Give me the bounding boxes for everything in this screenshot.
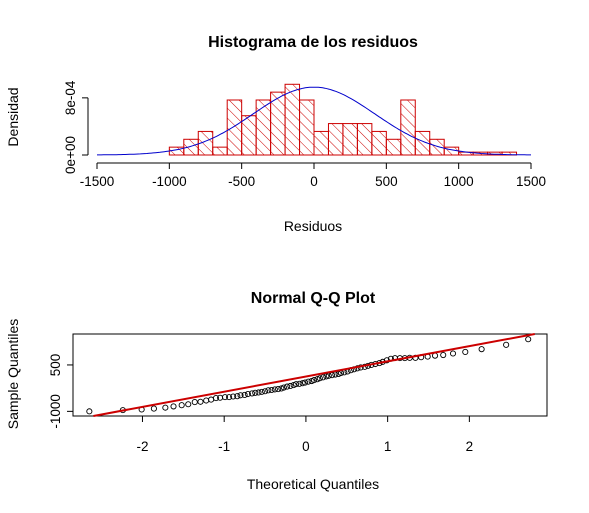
qq-point [262,388,269,395]
x-tick-label: -1000 [152,174,187,189]
qq-xlabel: Theoretical Quantiles [247,476,379,492]
qq-point [162,404,169,411]
qq-point [170,403,177,410]
histogram-bar [255,99,272,156]
qq-point [305,378,312,385]
qq-point [296,380,303,387]
histogram-ylabel: Densidad [5,87,21,146]
x-tick-label: -1500 [80,174,115,189]
histogram-bar [313,130,329,156]
histogram-xlabel: Residuos [284,218,342,234]
histogram-panel: Histograma de los residuos Densidad Resi… [5,34,546,234]
qq-point [86,408,93,415]
qq-point [178,402,185,409]
histogram-y-axis: 0e+00 8e-04 [63,80,89,174]
y-tick-label: -1000 [48,394,63,429]
qq-point [478,346,485,353]
qq-y-axis: -1000 500 [48,354,73,429]
x-tick-label: -500 [228,174,255,189]
qq-point [234,393,241,400]
qq-panel: Normal Q-Q Plot Sample Quantiles Theoret… [5,290,548,492]
qq-reference-line [93,333,535,417]
histogram-bar [342,123,358,156]
qq-point [275,386,282,393]
x-tick-label: 2 [466,439,474,454]
y-tick-label: 0e+00 [63,136,78,174]
x-tick-label: 1 [384,439,392,454]
qq-point [525,336,532,343]
qq-point [271,386,278,393]
qq-x-axis: -2 -1 0 1 2 [136,415,474,454]
qq-point [284,383,291,390]
qq-point [311,377,318,384]
histogram-bar [371,130,387,156]
qq-point [221,394,229,401]
x-tick-label: 1000 [444,174,474,189]
qq-point [316,375,323,382]
qq-title: Normal Q-Q Plot [251,290,376,307]
y-tick-label: 8e-04 [63,80,78,115]
qq-point [241,391,248,399]
qq-point [203,397,210,404]
qq-point [255,389,262,396]
qq-point [258,388,265,395]
qq-point [280,384,287,391]
qq-point [226,394,233,401]
qq-point [293,381,300,388]
histogram-bar [327,123,344,156]
histogram-bar [197,130,214,156]
qq-point [462,348,469,355]
qq-point [237,392,244,399]
qq-point [191,399,198,406]
x-tick-label: 500 [375,174,398,189]
histogram-title: Histograma de los residuos [208,34,418,51]
qq-point [244,390,251,398]
qq-point [323,373,330,380]
histogram-x-axis: -1500 -1000 -500 0 500 1000 1500 [80,162,546,189]
qq-point [230,393,237,400]
histogram-bar [226,99,243,156]
qq-point [185,401,192,408]
qq-point [287,382,294,390]
qq-point [212,395,220,402]
histogram-bar [385,138,402,156]
histogram-bar [299,99,315,156]
density-curve [97,86,531,156]
x-tick-label: 1500 [516,174,546,189]
qq-point [197,398,204,405]
qq-point [208,396,215,403]
qq-point [320,374,327,381]
qq-point [503,341,510,348]
qq-ylabel: Sample Quantiles [5,319,21,430]
x-tick-label: 0 [302,439,310,454]
qq-point [449,350,457,357]
qq-point [265,387,272,394]
qq-point [440,351,447,359]
qq-point [302,379,309,386]
qq-point [150,405,157,412]
histogram-bar [284,83,301,156]
histogram-bar [212,146,228,156]
histogram-bar [241,115,257,156]
qq-point [252,389,259,396]
qq-point [299,380,306,387]
histogram-bar [356,123,373,156]
x-tick-label: -1 [218,439,230,454]
qq-point [268,386,275,394]
histogram-bar [400,99,416,156]
y-tick-label: 500 [48,354,63,377]
histogram-bars [168,83,518,156]
x-tick-label: -2 [136,439,148,454]
qq-point [248,390,256,397]
x-tick-label: 0 [310,174,318,189]
